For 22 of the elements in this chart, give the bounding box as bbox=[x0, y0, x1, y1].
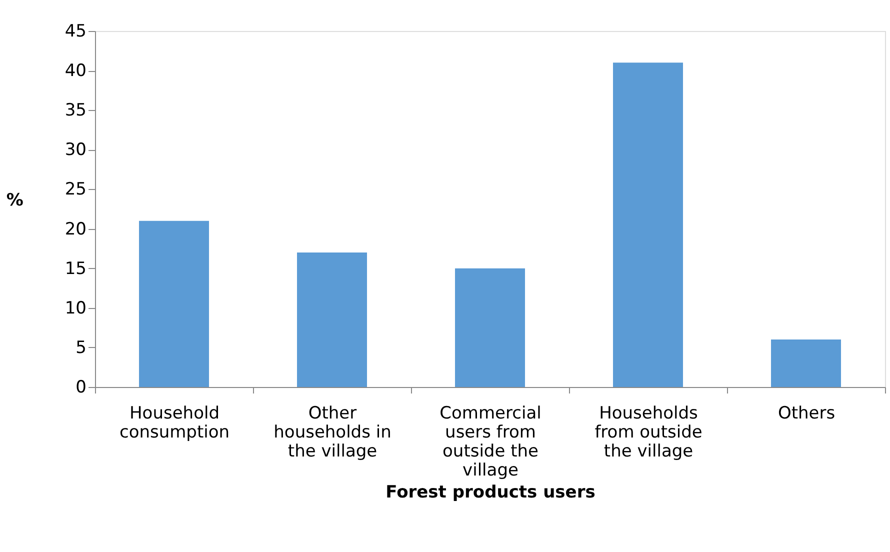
y-tick-label: 5 bbox=[76, 338, 86, 358]
x-axis-title: Forest products users bbox=[386, 482, 596, 502]
y-tick-label: 35 bbox=[64, 100, 86, 121]
x-tick-label: Commercial users from outside the village bbox=[440, 404, 542, 480]
bar bbox=[139, 220, 209, 387]
x-tick-label: Household consumption bbox=[119, 404, 230, 442]
y-tick-label: 20 bbox=[64, 219, 86, 240]
y-axis-title: % bbox=[6, 190, 24, 210]
y-tick-label: 40 bbox=[64, 61, 86, 82]
y-tick-label: 0 bbox=[76, 378, 86, 398]
y-tick-label: 25 bbox=[64, 180, 86, 200]
bar bbox=[455, 268, 525, 387]
y-tick-label: 15 bbox=[64, 258, 86, 279]
bar bbox=[771, 340, 841, 387]
y-tick-label: 10 bbox=[64, 298, 86, 318]
x-tick-label: Households from outside the village bbox=[594, 404, 702, 462]
bar bbox=[297, 252, 367, 387]
y-tick-label: 45 bbox=[64, 22, 86, 42]
x-tick-label: Other households in the village bbox=[274, 404, 392, 462]
x-tick-label: Others bbox=[778, 404, 836, 424]
y-tick-label: 30 bbox=[64, 140, 86, 160]
bar bbox=[613, 62, 683, 387]
